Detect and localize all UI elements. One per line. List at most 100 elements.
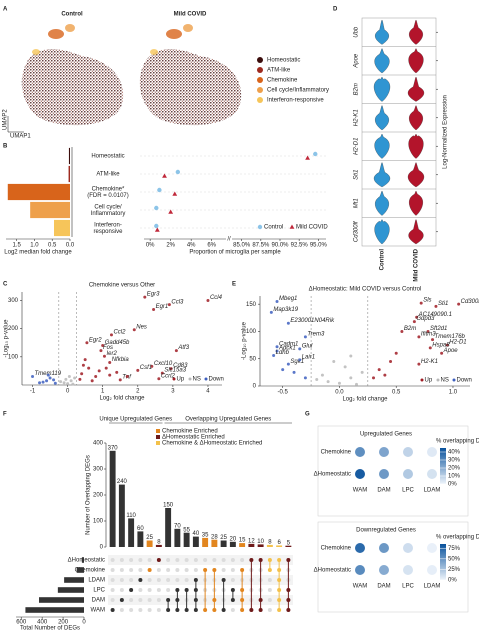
legend-swatch xyxy=(420,378,424,382)
category-label: responsive xyxy=(93,229,123,235)
matrix-dot xyxy=(277,598,282,602)
point xyxy=(275,299,279,303)
matrix-dot-empty xyxy=(129,568,134,572)
panel-letter: A xyxy=(3,7,8,13)
legend-tick-label: 40% xyxy=(448,450,461,456)
gene-label: Sls xyxy=(423,298,431,304)
value-label: 370 xyxy=(108,445,119,451)
umap-axis-label: UMAP1 xyxy=(10,134,31,140)
bar xyxy=(183,532,190,547)
point xyxy=(286,362,290,366)
category-label: Chemokine* xyxy=(92,186,125,192)
point xyxy=(383,373,387,377)
bar xyxy=(128,518,135,547)
point xyxy=(97,369,101,373)
x-axis-label: Log2 median fold change xyxy=(4,250,72,256)
matrix-dot-empty xyxy=(129,558,134,562)
point xyxy=(445,343,449,347)
point xyxy=(412,320,416,324)
matrix-dot xyxy=(240,588,245,592)
value-label: 55 xyxy=(183,527,190,533)
legend-swatch xyxy=(156,441,160,445)
gene-label: Ccl2 xyxy=(113,329,126,335)
set-bar xyxy=(57,587,84,593)
point xyxy=(360,370,364,374)
umap-cloud xyxy=(21,48,124,126)
matrix-dot-empty xyxy=(110,598,115,602)
panel-letter: G xyxy=(305,412,310,418)
dot xyxy=(403,543,413,553)
value-label: 12 xyxy=(248,538,255,544)
point xyxy=(303,335,307,339)
gene-label: B2m xyxy=(354,83,360,95)
gene-label: H2-D1 xyxy=(449,340,466,346)
column-label: LPC xyxy=(402,488,414,494)
matrix-dot xyxy=(184,588,189,592)
point xyxy=(162,173,167,178)
umap-axis-label: UMAP2 xyxy=(3,109,9,130)
x-tick-label: 2% xyxy=(166,243,175,249)
umap-cluster xyxy=(183,24,193,32)
gene-label: B2m xyxy=(404,326,416,332)
y-tick-label: 100 xyxy=(93,519,104,525)
matrix-row-band xyxy=(108,595,293,605)
gene-label: Map3k19 xyxy=(273,307,298,313)
matrix-dot xyxy=(203,568,208,572)
umap-cluster xyxy=(150,49,158,55)
bar xyxy=(30,201,70,219)
panel-frame xyxy=(317,425,469,517)
bar xyxy=(68,165,70,183)
legend-label: Up xyxy=(425,378,433,384)
legend-swatch xyxy=(257,87,263,93)
bar xyxy=(285,545,292,547)
matrix-dot xyxy=(193,588,198,592)
gene-label: Sti1 xyxy=(438,301,448,307)
legend-swatch xyxy=(289,224,295,229)
legend-swatch xyxy=(257,97,263,103)
point xyxy=(78,377,82,381)
bar xyxy=(109,450,116,547)
point xyxy=(431,338,435,342)
legend-swatch xyxy=(257,57,263,63)
legend-label: Cell cycle/Inflammatory xyxy=(267,88,329,94)
value-label: 8 xyxy=(268,539,272,545)
matrix-dot-empty xyxy=(166,568,171,572)
matrix-dot xyxy=(175,598,180,602)
gene-label: Mt1 xyxy=(354,198,360,208)
legend-swatch xyxy=(257,67,263,73)
point xyxy=(417,362,421,366)
point xyxy=(440,351,444,355)
category-label: Homeostatic xyxy=(91,154,124,160)
matrix-dot-empty xyxy=(267,598,272,602)
gene-label: Gadd45b xyxy=(105,340,130,346)
legend-title: % overlapping DEGs xyxy=(436,439,479,445)
set-bar xyxy=(25,607,85,613)
matrix-dot xyxy=(258,608,263,612)
gene-label: Nfkbia xyxy=(112,357,130,363)
gene-label: E230001N04Rik xyxy=(290,318,335,324)
matrix-dot xyxy=(193,598,198,602)
gene-label: Glul xyxy=(302,343,313,349)
point xyxy=(94,375,98,379)
violin xyxy=(409,190,423,216)
matrix-dot-empty xyxy=(230,558,235,562)
dot xyxy=(427,469,437,479)
gene-label: Cd300lf xyxy=(461,299,479,305)
panel-letter: B xyxy=(3,144,8,150)
x-tick-label: 4% xyxy=(187,243,196,249)
column-label: WAM xyxy=(353,488,367,494)
gene-label: Apoe xyxy=(443,348,459,354)
x-tick-label: -0.5 xyxy=(278,390,289,396)
matrix-dot-empty xyxy=(129,598,134,602)
matrix-dot-empty xyxy=(193,558,198,562)
x-tick-label: 1.0 xyxy=(30,243,39,249)
point xyxy=(298,358,302,362)
point xyxy=(125,375,129,379)
gene-label: Ifitm3 xyxy=(421,331,436,337)
gene-label: Csf1 xyxy=(140,365,152,371)
point xyxy=(38,381,42,385)
bar xyxy=(174,528,181,547)
violin xyxy=(374,133,390,159)
x-tick-label: 2 xyxy=(136,389,140,395)
legend-label: Down xyxy=(457,378,472,384)
